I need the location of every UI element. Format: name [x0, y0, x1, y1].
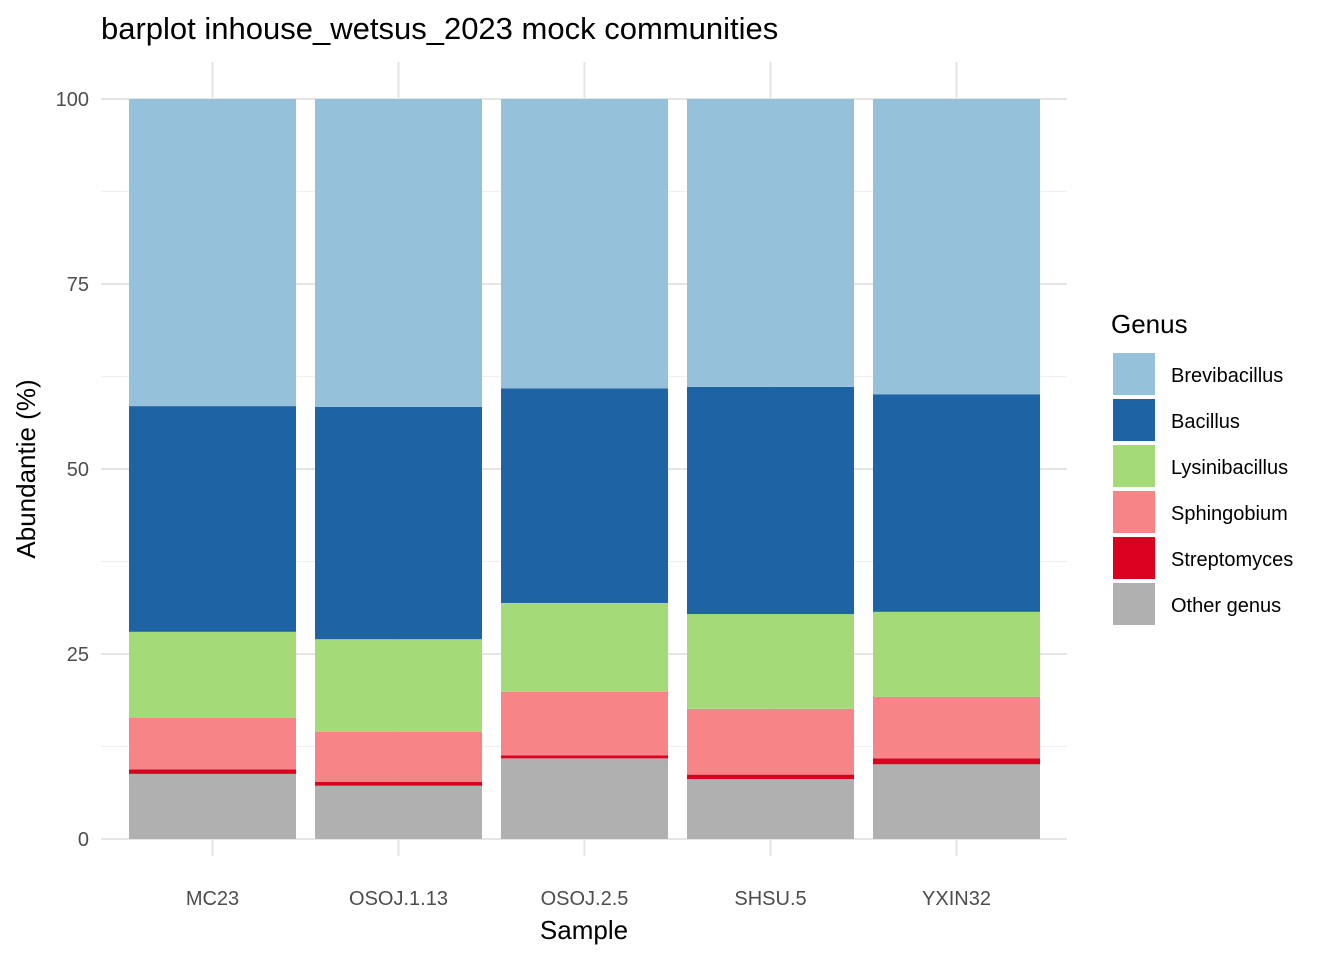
chart-title: barplot inhouse_wetsus_2023 mock communi… [101, 11, 778, 46]
legend-label: Streptomyces [1171, 549, 1293, 571]
x-axis-title: Sample [540, 915, 628, 945]
bars [129, 99, 1040, 839]
y-tick-label: 100 [56, 89, 89, 111]
bar-segment-bacillus [129, 406, 296, 632]
x-tick-labels: MC23 OSOJ.1.13 OSOJ.2.5 SHSU.5 YXIN32 [186, 888, 991, 910]
bar-segment-bacillus [873, 394, 1040, 612]
bar-segment-other-genus [873, 764, 1040, 839]
bar-segment-lysinibacillus [873, 611, 1040, 697]
bar-segment-streptomyces [687, 774, 854, 780]
bar-stack [687, 99, 854, 839]
legend-item: Brevibacillus [1113, 353, 1283, 395]
bar-stack [129, 99, 296, 839]
legend-swatch [1113, 537, 1155, 579]
bar-stack [873, 99, 1040, 839]
y-tick-label: 0 [78, 829, 89, 851]
bar-segment-other-genus [129, 773, 296, 839]
x-tick-label: OSOJ.2.5 [541, 888, 629, 910]
legend-swatch [1113, 491, 1155, 533]
legend-title: Genus [1111, 309, 1188, 339]
bar-segment-lysinibacillus [315, 639, 482, 732]
legend-label: Sphingobium [1171, 503, 1288, 525]
legend-item: Sphingobium [1113, 491, 1288, 533]
x-tick-label: SHSU.5 [734, 888, 806, 910]
bar-segment-brevibacillus [687, 99, 854, 387]
bar-segment-streptomyces [501, 755, 668, 759]
y-tick-label: 25 [67, 644, 89, 666]
bar-segment-brevibacillus [873, 99, 1040, 395]
legend-label: Lysinibacillus [1171, 457, 1288, 479]
bar-segment-other-genus [687, 779, 854, 839]
legend-item: Streptomyces [1113, 537, 1293, 579]
bar-segment-streptomyces [315, 782, 482, 786]
bar-segment-lysinibacillus [129, 631, 296, 718]
bar-segment-sphingobium [129, 717, 296, 770]
bar-segment-lysinibacillus [501, 602, 668, 692]
bar-segment-bacillus [687, 386, 854, 615]
y-tick-label: 50 [67, 459, 89, 481]
legend-item: Lysinibacillus [1113, 445, 1288, 487]
legend-item: Other genus [1113, 583, 1281, 625]
bar-segment-brevibacillus [315, 99, 482, 407]
bar-segment-other-genus [315, 785, 482, 839]
legend-swatch [1113, 583, 1155, 625]
legend-swatch [1113, 445, 1155, 487]
legend-label: Other genus [1171, 595, 1281, 617]
bar-segment-sphingobium [501, 691, 668, 756]
y-tick-labels: 0 25 50 75 100 [56, 89, 89, 851]
bar-segment-sphingobium [315, 731, 482, 783]
bar-segment-brevibacillus [501, 99, 668, 389]
legend-label: Bacillus [1171, 411, 1240, 433]
bar-segment-sphingobium [873, 696, 1040, 759]
legend-label: Brevibacillus [1171, 365, 1283, 387]
bar-segment-bacillus [501, 388, 668, 603]
bar-stack [315, 99, 482, 839]
legend: Genus Brevibacillus Bacillus Lysinibacillu… [1111, 309, 1293, 625]
bar-segment-lysinibacillus [687, 614, 854, 709]
x-tick-label: OSOJ.1.13 [349, 888, 448, 910]
bar-segment-sphingobium [687, 708, 854, 775]
legend-swatch [1113, 353, 1155, 395]
bar-segment-streptomyces [129, 769, 296, 774]
x-tick-label: MC23 [186, 888, 239, 910]
bar-segment-bacillus [315, 406, 482, 640]
legend-swatch [1113, 399, 1155, 441]
bar-segment-brevibacillus [129, 99, 296, 407]
legend-item: Bacillus [1113, 399, 1240, 441]
bar-segment-streptomyces [873, 758, 1040, 765]
x-tick-label: YXIN32 [922, 888, 991, 910]
bar-stack [501, 99, 668, 839]
y-axis-title: Abundantie (%) [11, 379, 41, 558]
y-tick-label: 75 [67, 274, 89, 296]
bar-segment-other-genus [501, 758, 668, 839]
